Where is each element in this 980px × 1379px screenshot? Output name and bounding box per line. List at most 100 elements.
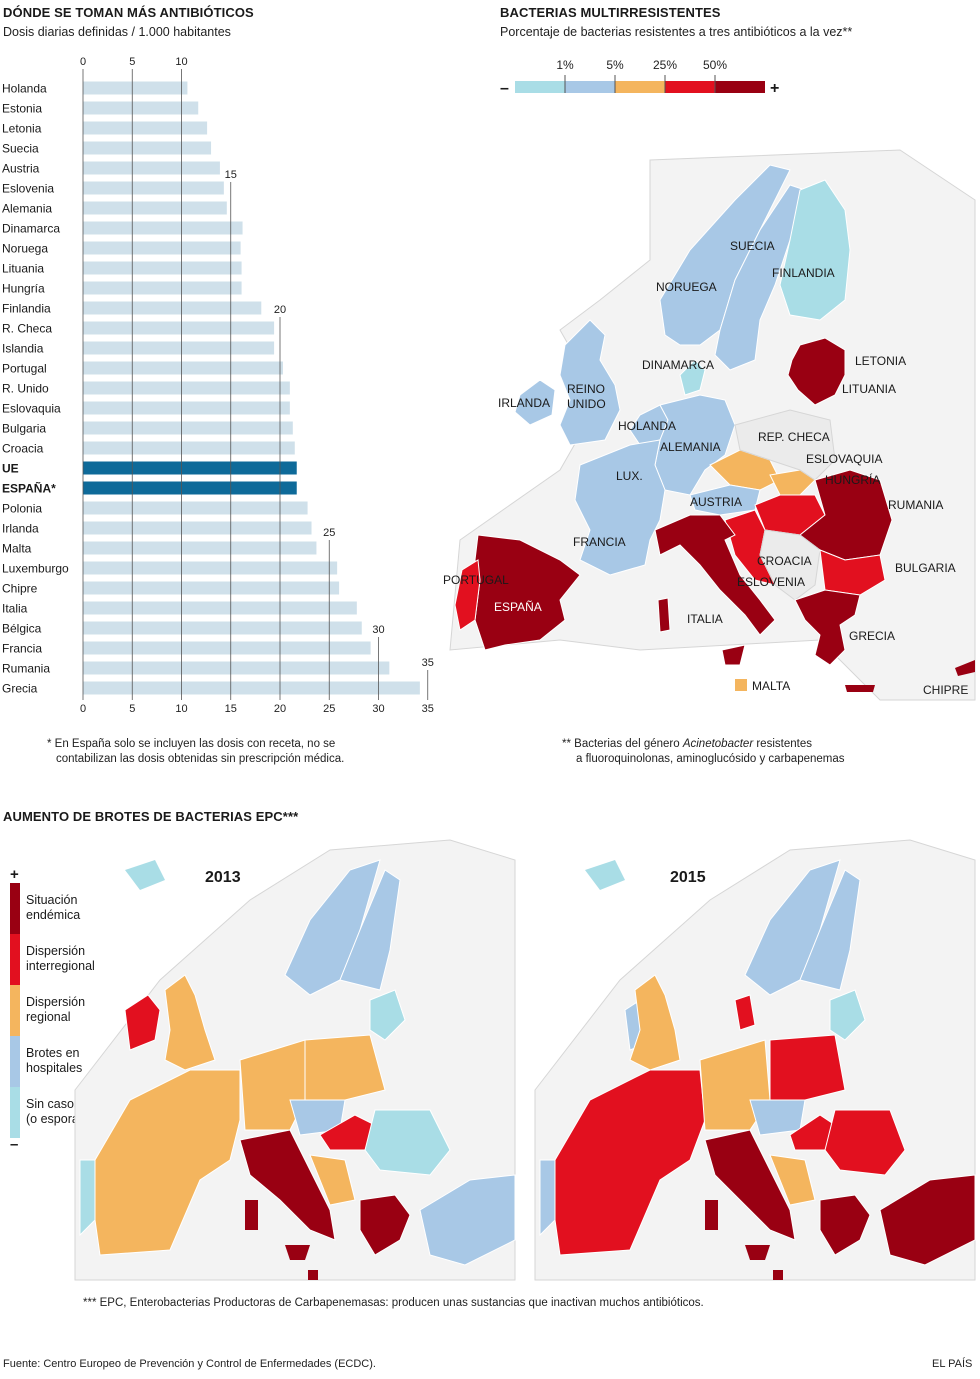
bar-category-label: Portugal — [2, 362, 47, 376]
label-unido: UNIDO — [567, 397, 606, 411]
outbreak-map-2015: 2015 — [534, 839, 976, 1281]
italy-2015 — [704, 1129, 796, 1241]
sicily-2015 — [745, 1245, 770, 1260]
x-tick-label-bottom: 35 — [422, 703, 434, 715]
map-uk — [559, 319, 621, 446]
legend-swatch-5 — [715, 81, 765, 93]
legend-swatch-2 — [565, 81, 615, 93]
sweden-2015 — [799, 869, 861, 991]
turkey-2015 — [879, 1174, 976, 1266]
gridline-inline-label: 15 — [225, 169, 237, 181]
map-footnote-line1: ** Bacterias del género Acinetobacter re… — [562, 738, 812, 750]
label-portugal: PORTUGAL — [443, 573, 509, 587]
label-croacia: CROACIA — [757, 554, 812, 568]
romania-2015 — [824, 1109, 906, 1176]
poland-2015 — [769, 1034, 846, 1101]
outbreak-map-2013: 2013 — [74, 839, 516, 1281]
map-germany — [654, 394, 736, 496]
outbreak-legend-item: Brotes en hospitales — [26, 1046, 83, 1075]
label-espana: ESPAÑA — [494, 600, 542, 614]
map-slovakia — [769, 469, 816, 496]
map-balkans — [759, 529, 821, 601]
romania-2013 — [364, 1109, 451, 1176]
bar — [83, 601, 357, 615]
outbreak-title: AUMENTO DE BROTES DE BACTERIAS EPC*** — [3, 809, 299, 824]
bar-chart-subtitle: Dosis diarias definidas / 1.000 habitant… — [3, 25, 231, 39]
bar-category-label: UE — [2, 462, 19, 476]
bar-category-label: Irlanda — [2, 522, 39, 536]
bar — [83, 141, 212, 155]
outbreak-swatch-endemic — [10, 883, 20, 934]
bar — [83, 621, 362, 635]
bar-category-label: Noruega — [2, 242, 48, 256]
map-crete — [845, 685, 875, 692]
sicily-2013 — [285, 1245, 310, 1260]
nordic-2013 — [284, 859, 381, 996]
bar — [83, 361, 283, 375]
outbreak-swatch-regional — [10, 985, 20, 1036]
label-lituania: LITUANIA — [842, 382, 896, 396]
map-sweden — [714, 184, 806, 371]
x-tick-label-bottom: 25 — [323, 703, 335, 715]
bar-category-label: Francia — [2, 642, 42, 656]
bar-category-label: Luxemburgo — [2, 562, 69, 576]
gridline-inline-label: 20 — [274, 304, 286, 316]
bar — [83, 321, 275, 335]
legend-swatch-4 — [665, 81, 715, 93]
bar-category-label: Letonia — [2, 122, 42, 136]
outbreak-legend-minus: – — [10, 1136, 19, 1153]
brand-logo-text: EL PAÍS — [932, 1358, 973, 1370]
outbreak-swatch-interregional — [10, 934, 20, 985]
bar — [83, 681, 420, 695]
legend-tick-1: 1% — [556, 58, 574, 72]
bar — [83, 301, 262, 315]
label-grecia: GRECIA — [849, 629, 895, 643]
balkans-2015 — [769, 1154, 816, 1206]
bar-category-label: Lituania — [2, 262, 44, 276]
outbreak-swatch-hospital — [10, 1036, 20, 1087]
iceland-2015 — [585, 860, 625, 890]
label-italia: ITALIA — [687, 612, 723, 626]
gridline-inline-label: 30 — [372, 624, 384, 636]
map-finland — [779, 179, 851, 321]
balkans-2013 — [309, 1154, 356, 1206]
map-sicily — [721, 644, 746, 666]
bar-category-label: Italia — [2, 602, 28, 616]
bar — [83, 401, 290, 415]
iceland-2013 — [125, 860, 165, 890]
label-chipre: CHIPRE — [923, 683, 968, 697]
legend-tick-3: 25% — [653, 58, 677, 72]
x-tick-label-top: 5 — [129, 56, 135, 68]
map-france — [574, 439, 666, 576]
map-sardinia — [657, 597, 671, 633]
bar-footnote-line2: contabilizan las dosis obtenidas sin pre… — [56, 753, 345, 765]
sweden-2013 — [339, 869, 401, 991]
label-letonia: LETONIA — [855, 354, 906, 368]
label-eslovenia: ESLOVENIA — [737, 575, 805, 589]
ireland-2013 — [124, 994, 161, 1051]
legend-tick-2: 5% — [606, 58, 624, 72]
bar — [83, 221, 243, 235]
label-eslovaquia: ESLOVAQUIA — [806, 452, 882, 466]
label-finlandia: FINLANDIA — [772, 266, 835, 280]
x-tick-label-bottom: 5 — [129, 703, 135, 715]
bar — [83, 81, 188, 95]
map-footnote-line2: a fluoroquinolonas, aminoglucósido y car… — [576, 753, 845, 765]
bar-category-label: Bélgica — [2, 622, 42, 636]
denmark-2015 — [734, 994, 756, 1031]
map-malta — [735, 679, 747, 691]
malta-2015 — [773, 1270, 783, 1280]
bar-category-label: Alemania — [2, 202, 52, 216]
bar-category-label: Chipre — [2, 582, 38, 596]
bar — [83, 461, 297, 475]
label-reino: REINO — [567, 382, 605, 396]
legend-swatch-3 — [615, 81, 665, 93]
antibiotic-bar-chart: Holanda Estonia Letonia Suecia Austria Eslove… — [2, 56, 434, 715]
legend-swatch-1 — [515, 81, 565, 93]
resistance-map: SUECIA FINLANDIA NORUEGA LETONIA LITUANI… — [443, 149, 976, 701]
bar-chart-title: DÓNDE SE TOMAN MÁS ANTIBIÓTICOS — [3, 5, 254, 20]
label-dinamarca: DINAMARCA — [642, 358, 714, 372]
bar-category-label: Finlandia — [2, 302, 51, 316]
bar-category-label: Polonia — [2, 502, 42, 516]
label-holanda: HOLANDA — [618, 419, 676, 433]
